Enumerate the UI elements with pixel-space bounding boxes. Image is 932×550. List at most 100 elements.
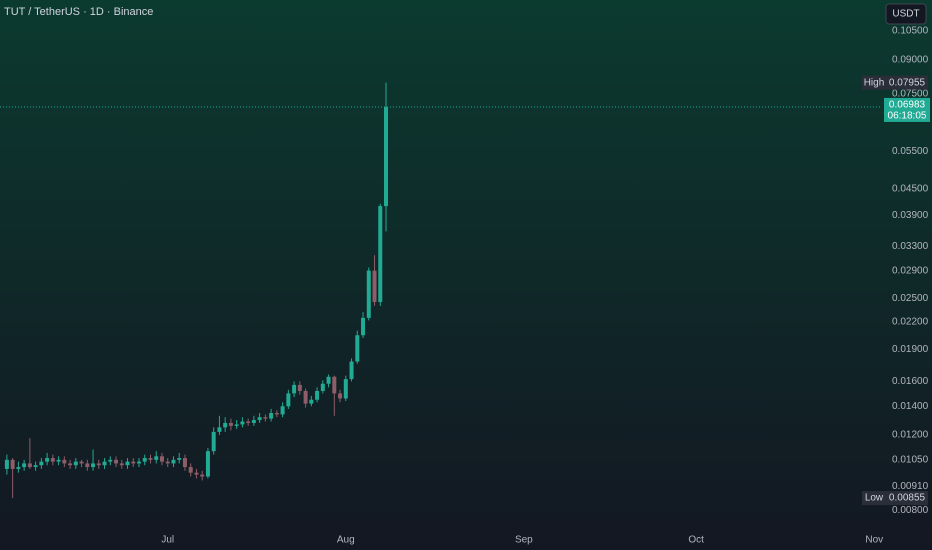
candle-body: [27, 463, 32, 468]
candle-body: [73, 461, 78, 466]
candle-body: [194, 472, 199, 475]
price-box: [884, 97, 930, 122]
candle-body: [102, 461, 107, 466]
candle-body: [384, 106, 389, 207]
candle-body: [125, 461, 130, 466]
candle-body: [338, 393, 343, 399]
x-tick-label: Nov: [865, 535, 883, 546]
candle-body: [274, 413, 279, 415]
y-tick-label: 0.02500: [892, 293, 929, 304]
candle-body: [137, 461, 142, 464]
candle-body: [269, 413, 274, 419]
candle-body: [234, 424, 239, 426]
y-tick-label: 0.10500: [892, 26, 929, 37]
candle-body: [91, 463, 96, 468]
candle-body: [4, 459, 9, 469]
candle-body: [16, 467, 21, 469]
candle-body: [332, 376, 337, 394]
y-tick-label: 0.01600: [892, 376, 929, 387]
candle-body: [315, 390, 320, 400]
candle-body: [85, 463, 90, 468]
y-tick-label: 0.02200: [892, 317, 929, 328]
high-tag-box: [862, 75, 886, 90]
candle-body: [96, 463, 101, 466]
candle-body: [182, 458, 187, 468]
candle-body: [240, 421, 245, 425]
candle-body: [223, 422, 228, 428]
candle-body: [361, 317, 366, 336]
candle-body: [159, 456, 164, 462]
candle-body: [131, 461, 136, 464]
candle-body: [177, 458, 182, 460]
candle-body: [286, 393, 291, 407]
candle-body: [246, 421, 251, 423]
y-tick-label: 0.00910: [892, 481, 929, 492]
candle-body: [292, 384, 297, 394]
y-tick-label: 0.01400: [892, 401, 929, 412]
y-tick-label: 0.01200: [892, 430, 929, 441]
low-value: 0.00855: [889, 493, 926, 504]
candle-body: [372, 270, 377, 303]
x-tick-label: Sep: [515, 535, 533, 546]
high-value: 0.07955: [889, 77, 926, 88]
candle-body: [343, 379, 348, 399]
countdown-label: 06:18:05: [888, 111, 927, 122]
candle-body: [251, 420, 256, 423]
candle-body: [200, 474, 205, 477]
low-tag-box: [862, 491, 886, 506]
candle-body: [62, 459, 67, 464]
high-value-box: [886, 75, 928, 90]
candle-body: [68, 463, 73, 466]
low-tag: Low: [865, 493, 884, 504]
candle-body: [355, 335, 360, 362]
candle-body: [50, 458, 55, 462]
low-value-box: [886, 491, 928, 506]
candle-body: [165, 461, 170, 464]
candle-body: [171, 459, 176, 464]
y-tick-label: 0.07500: [892, 88, 929, 99]
candle-body: [56, 459, 61, 462]
candle-body: [280, 406, 285, 415]
candle-body: [309, 399, 314, 404]
candle-body: [22, 463, 27, 468]
candle-body: [378, 206, 383, 303]
candle-body: [119, 463, 124, 466]
candle-body: [10, 459, 15, 469]
candle-body: [45, 458, 50, 462]
chart-title: TUT / TetherUS · 1D · Binance: [4, 6, 153, 18]
currency-label[interactable]: USDT: [892, 9, 919, 20]
y-tick-label: 0.05500: [892, 146, 929, 157]
candle-body: [114, 459, 119, 464]
candle-body: [303, 390, 308, 404]
candle-body: [33, 465, 38, 468]
candle-body: [211, 431, 216, 452]
candle-body: [228, 422, 233, 426]
x-tick-label: Aug: [337, 535, 355, 546]
candle-body: [366, 270, 371, 318]
candle-body: [263, 417, 268, 419]
candle-body: [349, 361, 354, 380]
candle-body: [148, 458, 153, 460]
candle-body: [320, 383, 325, 391]
price-label: 0.06983: [889, 100, 926, 111]
candle-body: [217, 427, 222, 432]
y-tick-label: 0.00800: [892, 505, 929, 516]
y-tick-label: 0.02900: [892, 265, 929, 276]
candle-body: [79, 461, 84, 464]
currency-button[interactable]: [885, 3, 927, 25]
x-tick-label: Jul: [161, 535, 174, 546]
y-tick-label: 0.01050: [892, 454, 929, 465]
y-tick-label: 0.09000: [892, 54, 929, 65]
y-tick-label: 0.03300: [892, 241, 929, 252]
candle-body: [326, 376, 331, 384]
y-tick-label: 0.04500: [892, 183, 929, 194]
candle-body: [257, 417, 262, 421]
y-tick-label: 0.01900: [892, 344, 929, 355]
high-tag: High: [864, 77, 885, 88]
candle-body: [205, 451, 210, 477]
candle-body: [142, 458, 147, 462]
candle-body: [297, 384, 302, 391]
